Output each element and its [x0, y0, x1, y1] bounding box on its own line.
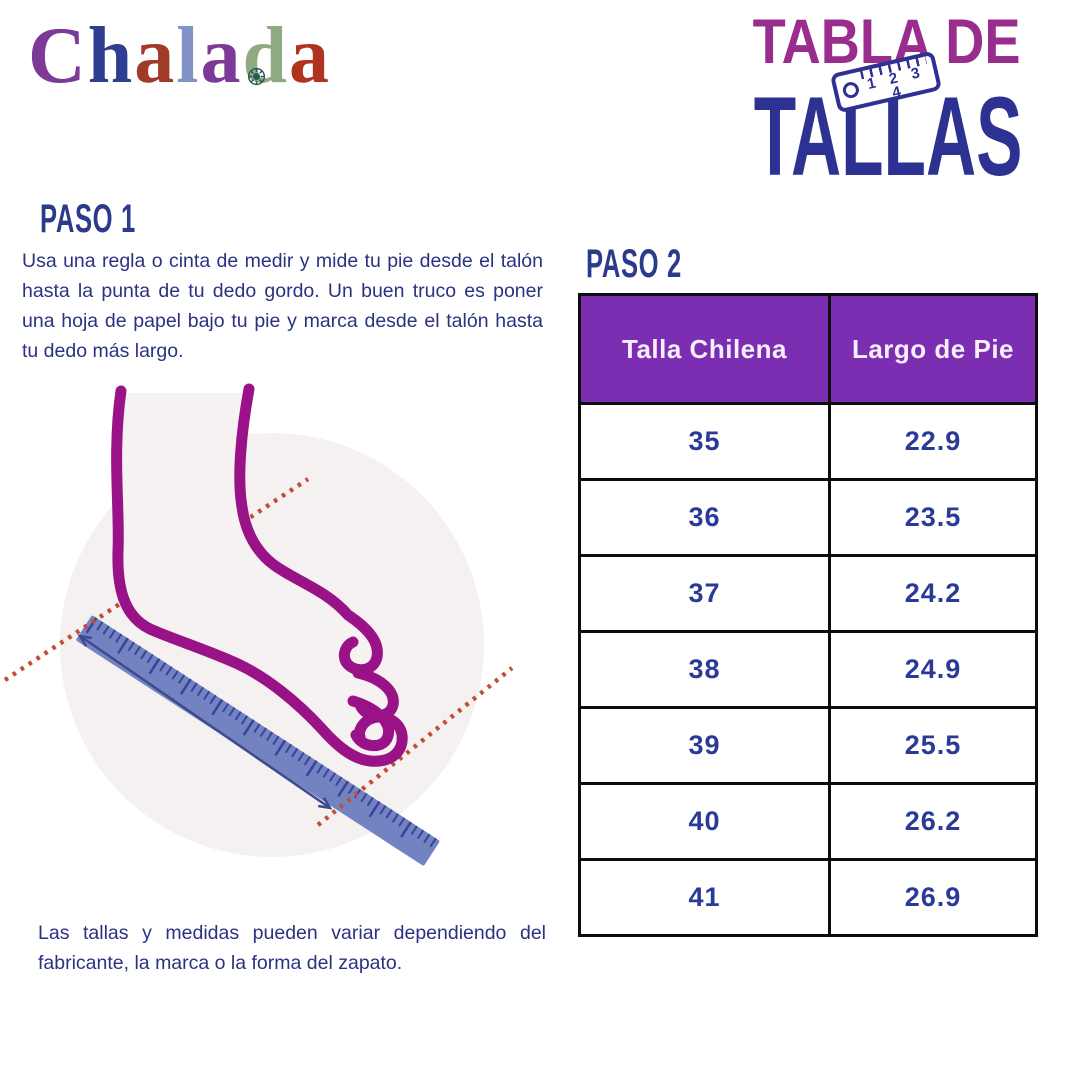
talla-value: 40 — [578, 782, 831, 861]
talla-value: 36 — [578, 478, 831, 557]
step1-heading: PASO 1 — [40, 197, 136, 241]
table-row: 38 24.9 — [578, 630, 1038, 709]
foot-back-and-sole-line — [111, 385, 408, 767]
mandala-icon — [247, 67, 265, 86]
largo-value: 25.5 — [828, 706, 1038, 785]
table-header-row: Talla Chilena Largo de Pie — [578, 293, 1038, 405]
table-row: 35 22.9 — [578, 402, 1038, 481]
talla-value: 38 — [578, 630, 831, 709]
largo-value: 23.5 — [828, 478, 1038, 557]
logo-letter: l — [176, 12, 201, 100]
largo-value: 24.2 — [828, 554, 1038, 633]
ruler-minor-ticks — [89, 617, 438, 848]
step1-instructions: Usa una regla o cinta de medir y mide tu… — [22, 250, 543, 362]
largo-value: 26.9 — [828, 858, 1038, 937]
logo-letter: C — [28, 12, 88, 100]
foot-outline — [111, 383, 408, 767]
talla-value: 41 — [578, 858, 831, 937]
largo-value: 22.9 — [828, 402, 1038, 481]
step2-heading: PASO 2 — [586, 242, 682, 286]
largo-value: 24.9 — [828, 630, 1038, 709]
table-row: 36 23.5 — [578, 478, 1038, 557]
measuring-ruler — [76, 615, 440, 866]
foot-toe3-line — [347, 695, 395, 752]
logo-letter: a — [200, 12, 243, 100]
logo-letter: a — [289, 12, 332, 100]
foot-measurement-illustration — [3, 383, 514, 866]
logo-letter: d — [242, 12, 290, 100]
talla-value: 37 — [578, 554, 831, 633]
logo-letter: h — [87, 12, 135, 100]
size-disclaimer: Las tallas y medidas pueden variar depen… — [38, 922, 546, 974]
ruler-major-ticks — [85, 617, 438, 855]
logo-letter: a — [134, 12, 177, 100]
toe-guide-dotted-line — [316, 666, 514, 827]
ruler-band — [76, 615, 440, 866]
measurement-arrow — [77, 634, 333, 810]
foot-silhouette — [118, 393, 398, 757]
logo-letter-d: d — [243, 16, 290, 96]
column-header-largo-de-pie: Largo de Pie — [828, 293, 1038, 405]
table-row: 37 24.2 — [578, 554, 1038, 633]
size-chart-table: Talla Chilena Largo de Pie 35 22.9 36 23… — [578, 293, 1038, 937]
talla-value: 39 — [578, 706, 831, 785]
table-row: 40 26.2 — [578, 782, 1038, 861]
talla-value: 35 — [578, 402, 831, 481]
table-row: 41 26.9 — [578, 858, 1038, 937]
brand-logo: Chalad a — [28, 16, 331, 96]
largo-value: 26.2 — [828, 782, 1038, 861]
column-header-talla-chilena: Talla Chilena — [578, 293, 831, 405]
foot-front-and-bigtoe-line — [234, 383, 383, 676]
table-row: 39 25.5 — [578, 706, 1038, 785]
ruler-zero-mark — [841, 80, 861, 100]
